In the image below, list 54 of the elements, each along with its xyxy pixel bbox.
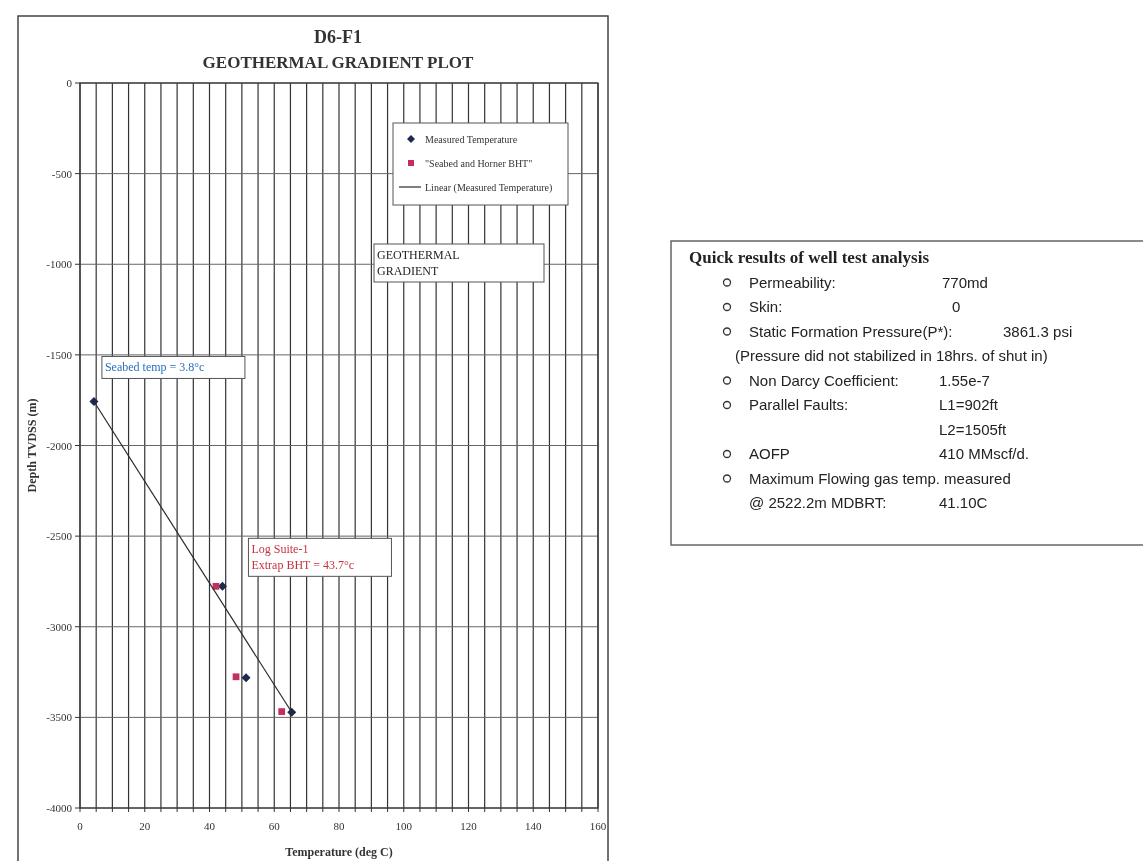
chart-subtitle: GEOTHERMAL GRADIENT PLOT <box>202 53 475 72</box>
text: 1.55e-7 <box>939 371 990 389</box>
text: 410 MMscf/d. <box>939 445 1030 462</box>
chart-title: D6-F1 <box>314 27 362 47</box>
x-tick-label: 20 <box>139 820 151 832</box>
annotation: GEOTHERMAL GRADIENT <box>377 248 460 278</box>
x-tick-label: 140 <box>525 820 542 832</box>
text: @ 2522.2m MDBRT: <box>749 494 887 511</box>
x-tick-label: 40 <box>204 820 216 832</box>
y-tick-label: -2500 <box>46 530 73 543</box>
label-box: GEOTHERMAL GRADIENT <box>373 243 545 283</box>
x-tick-label: 0 <box>77 820 84 832</box>
legend-label: "Seabed and Horner BHT" <box>425 158 533 169</box>
text: 41.10C <box>939 494 988 511</box>
y-tick-label: -500 <box>51 167 73 180</box>
y-axis-title: Depth TVDSS (m) <box>25 398 39 493</box>
text: 770md <box>942 273 988 291</box>
label-box: Seabed temp = 3.8°c <box>101 355 246 379</box>
text: Permeability: <box>749 273 836 291</box>
annotation: Seabed temp = 3.8°c <box>104 360 205 375</box>
text: L1=902ft <box>939 396 999 413</box>
point <box>287 707 297 717</box>
text: Quick results of well test analysis <box>689 248 930 267</box>
text: Skin: <box>749 298 783 315</box>
x-tick-label: 60 <box>268 820 281 832</box>
annotation: Log Suite-1 Extrap BHT = 43.7°c <box>251 542 355 573</box>
text: Parallel Faults: <box>749 396 849 413</box>
x-tick-label: 160 <box>589 820 607 832</box>
point <box>278 708 286 715</box>
point <box>89 396 99 406</box>
point <box>241 673 251 683</box>
legend-label: Linear (Measured Temperature) <box>425 182 553 194</box>
y-tick-label: -1000 <box>46 258 73 271</box>
x-tick-label: 100 <box>395 820 413 832</box>
text: 0 <box>952 298 961 315</box>
text: 3861.3 psi <box>1003 322 1073 340</box>
y-tick-label: -3500 <box>46 711 73 724</box>
y-tick-label: -4000 <box>46 802 73 814</box>
y-tick-label: -2000 <box>46 439 73 452</box>
text: Non Darcy Coefficient: <box>749 371 899 389</box>
x-axis-title: Temperature (deg C) <box>285 845 393 859</box>
text: Static Formation Pressure(P*): <box>749 322 953 340</box>
text: AOFP <box>749 445 790 462</box>
x-tick-label: 120 <box>460 820 478 832</box>
text: (Pressure did not stabilized in 18hrs. of shut in) <box>735 347 1048 364</box>
y-tick-label: -3000 <box>46 620 73 633</box>
y-tick-label: 0 <box>66 77 73 89</box>
point <box>232 673 240 681</box>
x-tick-label: 80 <box>333 820 345 832</box>
y-tick-label: -1500 <box>46 348 73 361</box>
label-box: Log Suite-1 Extrap BHT = 43.7°c <box>247 537 392 577</box>
legend-label: Measured Temperature <box>425 134 518 145</box>
text: L2=1505ft <box>939 420 1007 438</box>
text: Maximum Flowing gas temp. measured <box>749 469 1011 487</box>
